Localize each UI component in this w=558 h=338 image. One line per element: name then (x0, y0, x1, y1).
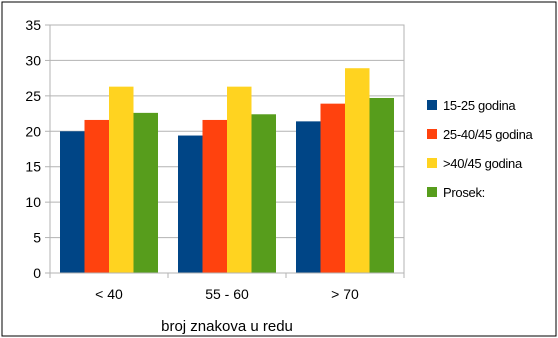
y-tick-label: 25 (25, 88, 41, 104)
bar (296, 121, 321, 273)
bar (320, 103, 345, 273)
legend-label: Prosek: (443, 185, 485, 200)
y-axis: 0 5 10 15 20 25 30 35 (25, 17, 50, 281)
y-tick-label: 10 (25, 194, 41, 210)
legend: 15-25 godina 25-40/45 godina >40/45 godina… (427, 98, 534, 200)
x-tick-label: < 40 (95, 286, 123, 302)
bar (251, 114, 276, 273)
legend-label: 25-40/45 godina (443, 127, 534, 142)
y-tick-label: 15 (25, 159, 41, 175)
bar (178, 135, 203, 273)
y-tick-label: 5 (33, 230, 41, 246)
bar (345, 68, 370, 273)
x-axis: < 40 55 - 60 > 70 (49, 272, 405, 302)
legend-swatch (427, 187, 437, 197)
legend-swatch (427, 100, 437, 110)
legend-label: 15-25 godina (443, 98, 516, 113)
y-tick-label: 0 (33, 265, 41, 281)
x-tick-label: > 70 (331, 286, 359, 302)
legend-swatch (427, 129, 437, 139)
bar (84, 119, 109, 273)
y-tick-label: 35 (25, 17, 41, 33)
bars (60, 68, 394, 274)
legend-label: >40/45 godina (443, 156, 523, 171)
x-axis-label: broj znakova u redu (161, 318, 293, 335)
bar (369, 97, 394, 274)
bar (109, 86, 134, 273)
bar (133, 112, 158, 273)
bar (227, 86, 252, 273)
x-tick-label: 55 - 60 (205, 286, 249, 302)
bar (60, 131, 85, 273)
y-tick-label: 20 (25, 123, 41, 139)
y-tick-label: 30 (25, 52, 41, 68)
legend-swatch (427, 158, 437, 168)
bar (202, 119, 227, 273)
